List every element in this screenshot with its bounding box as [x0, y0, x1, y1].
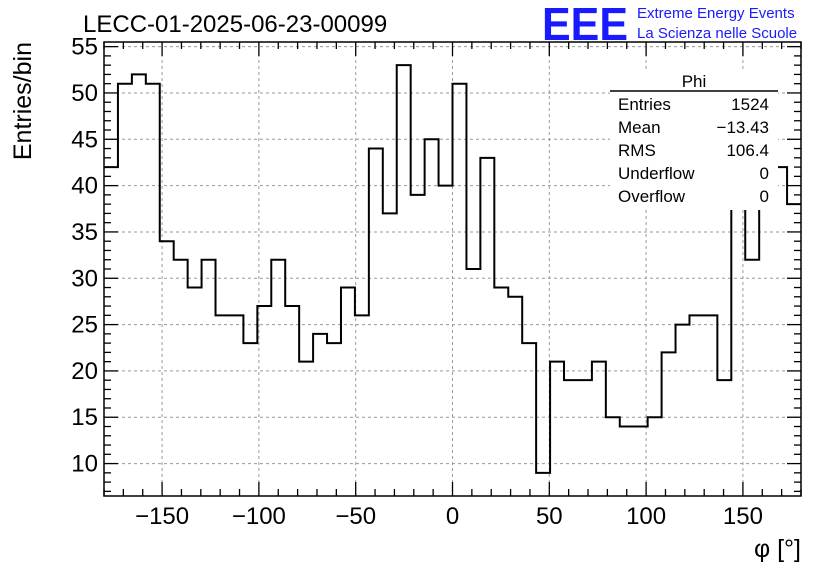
stats-value-rms: 106.4 — [726, 141, 769, 160]
y-tick-label: 40 — [71, 173, 98, 200]
chart-title: LECC-01-2025-06-23-00099 — [83, 11, 387, 38]
histogram-line — [104, 64, 801, 474]
x-tick-label: −100 — [232, 503, 286, 530]
stats-label-mean: Mean — [618, 118, 661, 137]
eee-logo-mark: EEE — [542, 0, 628, 50]
stats-value-underflow: 0 — [760, 164, 769, 183]
y-tick-label: 35 — [71, 219, 98, 246]
stats-box: Phi Entries 1524 Mean −13.43 RMS 106.4 U… — [610, 70, 778, 210]
y-axis-label: Entries/bin — [9, 42, 37, 160]
y-tick-label: 30 — [71, 265, 98, 292]
x-tick-label: 0 — [446, 503, 459, 530]
stats-label-rms: RMS — [618, 141, 656, 160]
x-axis-label: φ [°] — [754, 535, 801, 563]
stats-label-underflow: Underflow — [618, 164, 695, 183]
stats-label-overflow: Overflow — [618, 187, 686, 206]
x-tick-label: −50 — [335, 503, 376, 530]
y-tick-label: 20 — [71, 358, 98, 385]
y-tick-label: 55 — [71, 34, 98, 61]
stats-box-background — [610, 70, 778, 210]
eee-logo-line2: La Scienza nelle Scuole — [637, 25, 797, 42]
x-tick-label: 50 — [536, 503, 563, 530]
stats-box-title: Phi — [682, 72, 707, 91]
stats-value-mean: −13.43 — [717, 118, 769, 137]
y-tick-label: 45 — [71, 126, 98, 153]
y-tick-label: 25 — [71, 312, 98, 339]
axis-ticks — [103, 42, 802, 496]
eee-logo-line1: Extreme Energy Events — [637, 5, 795, 22]
stats-label-entries: Entries — [618, 95, 671, 114]
x-tick-label: 100 — [626, 503, 666, 530]
y-tick-label: 10 — [71, 451, 98, 478]
stats-value-overflow: 0 — [760, 187, 769, 206]
tick-labels: −150 −100 −50 0 50 100 150 10 15 20 25 30 35 40 45 50 55 — [71, 34, 763, 530]
stats-value-entries: 1524 — [731, 95, 769, 114]
y-tick-label: 15 — [71, 404, 98, 431]
x-tick-label: 150 — [723, 503, 763, 530]
x-tick-label: −150 — [135, 503, 189, 530]
eee-logo: EEE Extreme Energy Events La Scienza nel… — [542, 0, 797, 50]
y-tick-label: 50 — [71, 80, 98, 107]
